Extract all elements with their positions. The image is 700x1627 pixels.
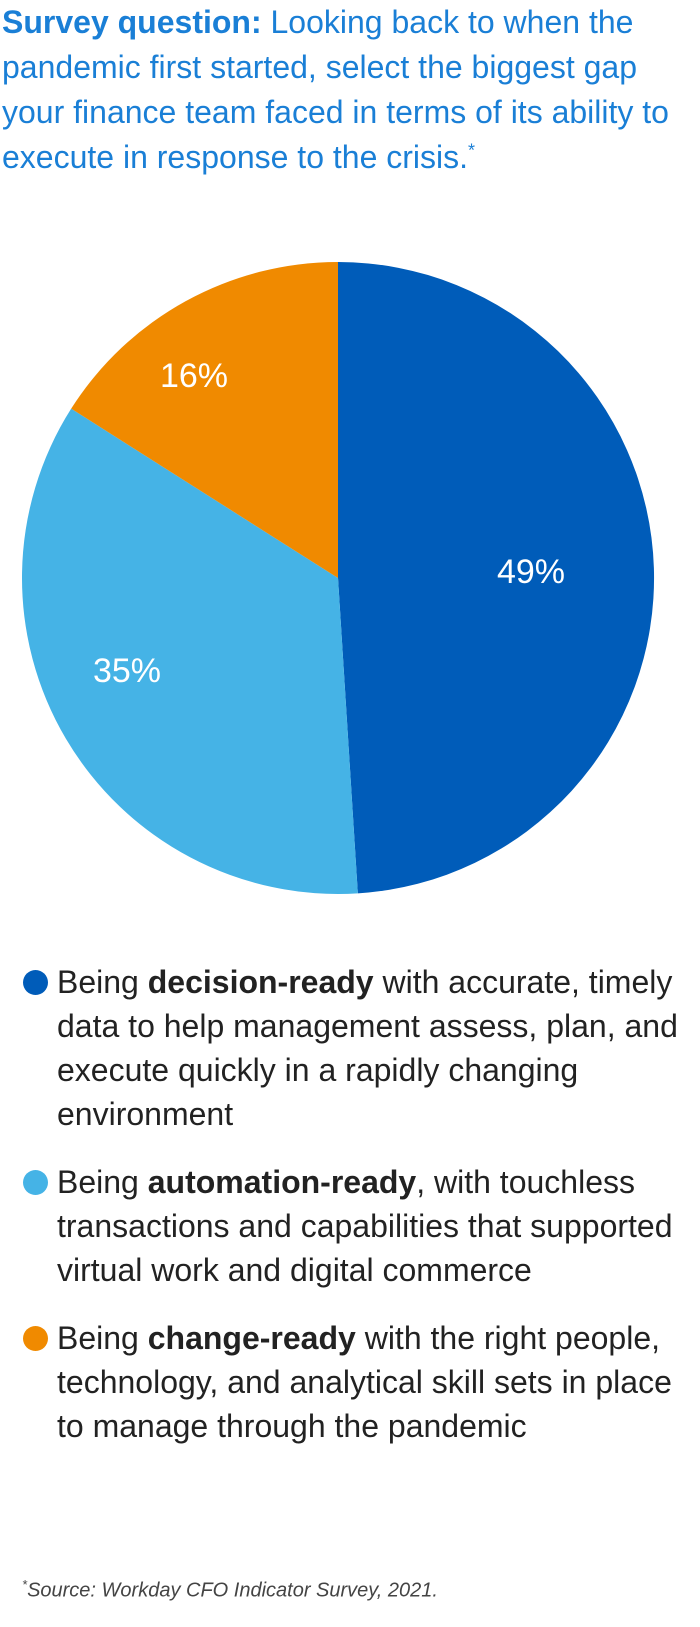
pie-chart: 49% 35% 16% [21,261,655,895]
legend-swatch-change-ready [23,1326,48,1351]
legend-item-automation-ready: Being automation-ready, with touchless t… [20,1160,690,1292]
pie-slice-change [71,262,338,578]
legend-text-post: , with touchless transactions and capabi… [57,1164,673,1288]
legend-item-change-ready: Being change-ready with the right people… [20,1316,690,1448]
pie-slice-decision [338,261,655,894]
survey-question: Survey question: Looking back to when th… [2,0,692,180]
survey-question-text: Looking back to when the pandemic first … [2,4,669,175]
legend-text-post: with the right people, technology, and a… [57,1320,672,1444]
legend-swatch-automation-ready [23,1170,48,1195]
source-note: *Source: Workday CFO Indicator Survey, 2… [22,1577,438,1603]
pie-label-decision: 49% [497,553,565,591]
pie-label-change: 16% [160,357,228,395]
pie-labels: 49% 35% 16% [93,357,565,690]
pie-slices [21,261,655,895]
footnote-marker: * [468,140,476,161]
source-text: Source: Workday CFO Indicator Survey, 20… [27,1579,438,1602]
legend-text-pre: Being [57,1320,148,1356]
legend-item-decision-ready: Being decision-ready with accurate, time… [20,960,690,1136]
legend-text-pre: Being [57,1164,148,1200]
legend-text-pre: Being [57,964,148,1000]
legend-swatch-decision-ready [23,970,48,995]
legend-text-post: with accurate, timely data to help manag… [57,964,678,1132]
pie-slice-automation [21,408,358,895]
legend: Being decision-ready with accurate, time… [20,960,690,1472]
source-marker: * [22,1577,28,1592]
pie-label-automation: 35% [93,652,161,690]
legend-text-bold: change-ready [147,1320,356,1356]
legend-text-bold: decision-ready [147,964,374,1000]
legend-text-bold: automation-ready [147,1164,417,1200]
survey-question-label: Survey question: [2,4,262,40]
